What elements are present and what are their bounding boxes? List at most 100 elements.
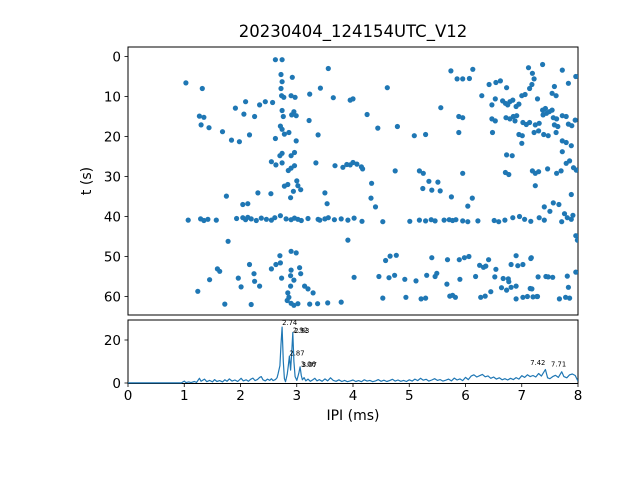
scatter-point: [338, 216, 344, 222]
scatter-y-tick-label: 20: [104, 129, 121, 145]
scatter-point: [493, 266, 499, 272]
scatter-point: [529, 70, 536, 76]
scatter-point: [386, 275, 392, 281]
scatter-point: [503, 115, 509, 121]
scatter-point: [196, 113, 202, 119]
scatter-point: [496, 219, 502, 225]
scatter-point: [479, 93, 485, 99]
scatter-axes-frame: [127, 46, 579, 316]
scatter-point: [325, 215, 331, 221]
scatter-point: [527, 85, 533, 92]
scatter-point: [473, 273, 479, 280]
scatter-point: [478, 294, 484, 300]
scatter-point: [372, 204, 379, 210]
scatter-point: [554, 170, 560, 176]
scatter-point: [228, 137, 235, 143]
scatter-point: [340, 164, 346, 170]
peak-annotation: 3.07: [302, 361, 317, 369]
scatter-point: [288, 267, 294, 273]
scatter-point: [205, 216, 211, 222]
scatter-point: [516, 213, 523, 220]
scatter-point: [325, 65, 331, 72]
scatter-point: [508, 261, 514, 268]
scatter-point: [360, 166, 366, 172]
scatter-point: [475, 218, 481, 224]
scatter-point: [345, 237, 351, 243]
scatter-point: [489, 102, 495, 108]
scatter-point: [317, 217, 323, 223]
scatter-point: [506, 279, 512, 285]
scatter-point: [273, 261, 279, 268]
scatter-point: [305, 286, 311, 292]
scatter-point: [402, 276, 408, 282]
scatter-point: [454, 76, 460, 82]
scatter-point: [248, 216, 254, 222]
scatter-point: [465, 203, 471, 209]
scatter-point: [270, 99, 276, 106]
scatter-point: [291, 302, 297, 308]
scatter-point: [350, 96, 356, 102]
scatter-point: [293, 250, 299, 256]
scatter-point: [448, 68, 454, 74]
scatter-point: [345, 217, 351, 223]
scatter-point: [288, 248, 294, 254]
scatter-point: [515, 263, 521, 269]
scatter-point: [513, 296, 519, 302]
scatter-y-tick-label: 0: [112, 49, 121, 65]
scatter-y-tick-label: 50: [104, 249, 121, 265]
scatter-point: [195, 288, 201, 294]
scatter-point: [272, 215, 278, 221]
scatter-point: [522, 216, 528, 222]
scatter-point: [279, 57, 285, 63]
x-tick-label: 6: [461, 388, 470, 404]
x-tick-label: 4: [349, 388, 358, 404]
scatter-point: [565, 80, 572, 86]
scatter-point: [416, 217, 422, 223]
scatter-point: [453, 217, 459, 223]
scatter-point: [277, 260, 283, 266]
scatter-point: [407, 218, 413, 224]
scatter-point: [563, 294, 569, 300]
scatter-point: [572, 117, 578, 123]
scatter-point: [198, 122, 204, 128]
scatter-point: [540, 61, 546, 68]
scatter-point: [313, 160, 319, 166]
scatter-point: [416, 168, 422, 174]
scatter-point: [466, 253, 472, 260]
scatter-point: [243, 99, 249, 105]
scatter-point: [534, 96, 541, 102]
scatter-point: [278, 85, 284, 92]
scatter-point: [536, 215, 542, 221]
scatter-point: [534, 293, 540, 300]
scatter-point: [272, 57, 278, 63]
scatter-point: [489, 129, 496, 136]
scatter-point: [444, 281, 450, 287]
scatter-point: [375, 125, 381, 131]
scatter-point: [338, 299, 344, 305]
scatter-point: [285, 167, 291, 174]
scatter-point: [235, 275, 241, 281]
scatter-point: [183, 80, 189, 86]
peak-annotation: 2.92: [293, 327, 308, 335]
scatter-point: [423, 295, 429, 301]
scatter-point: [277, 213, 283, 219]
scatter-point: [258, 215, 264, 221]
scatter-point: [310, 290, 316, 296]
scatter-point: [567, 295, 573, 301]
scatter-point: [268, 159, 274, 165]
scatter-point: [331, 217, 337, 223]
scatter-point: [532, 183, 538, 189]
peak-annotation: 2.93: [294, 327, 309, 335]
scatter-point: [502, 217, 508, 223]
scatter-point: [252, 113, 258, 120]
scatter-point: [530, 294, 536, 300]
scatter-point: [307, 301, 313, 307]
scatter-point: [541, 204, 547, 210]
scatter-point: [564, 215, 570, 221]
scatter-point: [469, 195, 475, 201]
scatter-point: [344, 161, 350, 168]
scatter-point: [428, 217, 434, 223]
scatter-point: [263, 216, 269, 222]
scatter-point: [559, 113, 565, 119]
